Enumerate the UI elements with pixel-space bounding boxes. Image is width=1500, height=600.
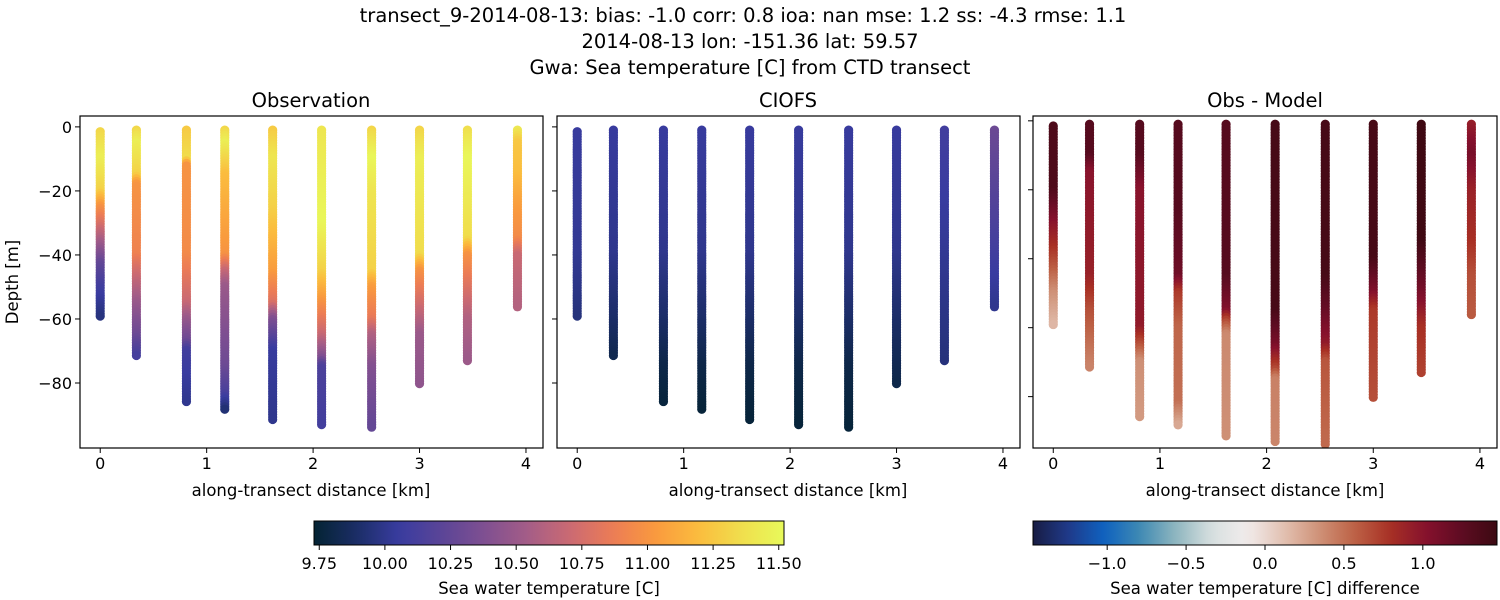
panel-2-frame: [1032, 115, 1498, 449]
xtick-label: 2: [785, 454, 795, 473]
xtick-label: 4: [998, 454, 1008, 473]
cast-4-obs-point: [220, 404, 230, 414]
cast-3-model-point: [658, 396, 669, 407]
cast-4-model-point: [697, 404, 707, 414]
cast-7-model-point: [844, 422, 854, 432]
cast-10-obs-point: [512, 302, 523, 312]
xlabel-observation: along-transect distance [km]: [192, 481, 431, 500]
cast-8-diff-point: [1368, 392, 1378, 402]
cast-6-obs-point: [317, 420, 327, 430]
colorbar-tick-label: 10.75: [559, 554, 605, 573]
cast-9-diff-point: [1416, 367, 1426, 378]
suptitle-line-2: 2014-08-13 lon: -151.36 lat: 59.57: [581, 30, 918, 53]
cast-8-obs-point: [414, 379, 425, 389]
colorbar-tick-label: 0.0: [1252, 554, 1277, 573]
cast-1-model-point: [572, 311, 582, 321]
colorbar-tick-label: 11.50: [756, 554, 802, 573]
colorbar-tick-label: 10.50: [493, 554, 539, 573]
xtick-label: 1: [679, 454, 689, 473]
panel-1-points: [572, 125, 1000, 432]
xtick-label: 0: [95, 454, 105, 473]
colorbar-tick-label: 0.5: [1331, 554, 1356, 573]
cast-5-diff-point: [1221, 431, 1231, 441]
xtick-label: 0: [1048, 454, 1058, 473]
colorbar-tick-label: −0.5: [1167, 554, 1206, 573]
cast-3-diff-point: [1135, 412, 1145, 422]
cast-10-model-point: [989, 302, 1000, 312]
colorbar-tick-label: 11.00: [625, 554, 671, 573]
cast-2-model-point: [608, 350, 619, 361]
ytick-label: −40: [38, 246, 72, 265]
cast-1-obs-point: [95, 311, 105, 321]
cast-7-diff-point: [1320, 439, 1330, 448]
cast-5-model-point: [745, 414, 755, 425]
panel-title-obs-minus-model: Obs - Model: [1207, 89, 1323, 112]
panel-0-points: [95, 125, 523, 432]
colorbar-1: [1032, 520, 1498, 546]
xtick-label: 3: [891, 454, 901, 473]
panel-1-frame: [556, 115, 1021, 449]
colorbar-label-difference: Sea water temperature [C] difference: [1110, 579, 1420, 598]
xtick-label: 3: [1368, 454, 1378, 473]
panel-title-ciofs: CIOFS: [759, 89, 817, 112]
xtick-label: 1: [202, 454, 212, 473]
colorbar-tick-label: 1.0: [1410, 554, 1435, 573]
suptitle-line-3: Gwa: Sea temperature [C] from CTD transe…: [530, 56, 971, 79]
ytick-label: −20: [38, 182, 72, 201]
ytick-label: 0: [62, 118, 72, 137]
cast-6-diff-point: [1270, 436, 1280, 447]
cast-6-model-point: [794, 420, 804, 430]
cast-10-diff-point: [1466, 309, 1476, 320]
cast-2-diff-point: [1084, 362, 1095, 372]
xtick-label: 0: [572, 454, 582, 473]
colorbar-label-temperature: Sea water temperature [C]: [438, 579, 660, 598]
panel-title-observation: Observation: [252, 89, 371, 112]
xlabel-obs-minus-model: along-transect distance [km]: [1146, 481, 1385, 500]
colorbar-tick-label: 11.25: [690, 554, 736, 573]
colorbar-tick-label: −1.0: [1088, 554, 1127, 573]
cast-4-diff-point: [1173, 420, 1183, 430]
panel-0-frame: [79, 115, 544, 449]
ytick-label: −60: [38, 310, 72, 329]
xtick-label: 4: [521, 454, 531, 473]
xtick-label: 4: [1475, 454, 1485, 473]
xtick-label: 2: [1262, 454, 1272, 473]
ytick-label: −80: [38, 374, 72, 393]
cast-8-model-point: [891, 379, 902, 389]
xlabel-ciofs: along-transect distance [km]: [669, 481, 908, 500]
colorbar-0: [313, 520, 785, 546]
suptitle-line-1: transect_9-2014-08-13: bias: -1.0 corr: …: [360, 4, 1127, 27]
cast-9-model-point: [939, 355, 950, 366]
cast-2-obs-point: [131, 350, 142, 361]
cast-3-obs-point: [181, 396, 192, 407]
cast-9-obs-point: [462, 355, 473, 366]
panel-2-points: [1048, 119, 1476, 448]
cast-1-diff-point: [1048, 319, 1058, 330]
cast-7-obs-point: [367, 422, 377, 432]
xtick-label: 3: [414, 454, 424, 473]
cast-5-obs-point: [268, 414, 278, 425]
colorbar-tick-label: 10.25: [428, 554, 474, 573]
xtick-label: 1: [1155, 454, 1165, 473]
ylabel-depth: Depth [m]: [3, 240, 22, 324]
xtick-label: 2: [308, 454, 318, 473]
colorbar-tick-label: 10.00: [362, 554, 408, 573]
colorbar-tick-label: 9.75: [301, 554, 337, 573]
